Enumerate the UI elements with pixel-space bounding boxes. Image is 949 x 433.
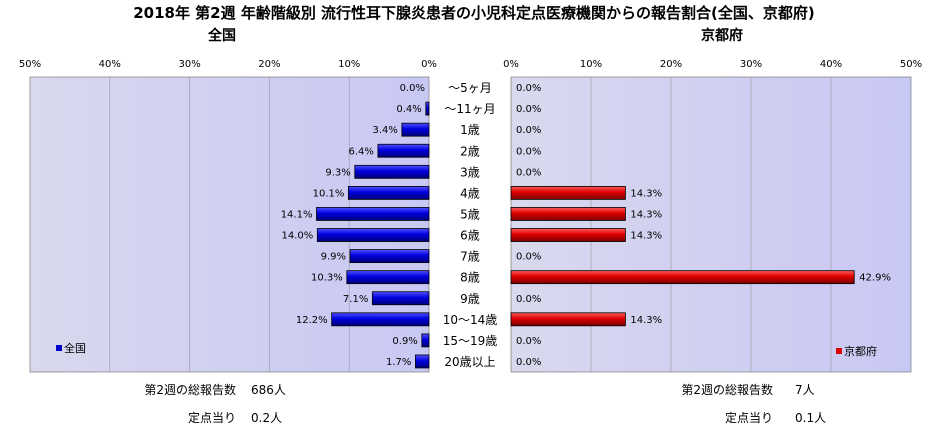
- bar-right: [510, 228, 626, 242]
- data-label-left: 0.9%: [392, 336, 417, 347]
- left-x-tick-label: 10%: [338, 59, 360, 70]
- legend-label-right: 京都府: [844, 344, 877, 358]
- data-label-right: 14.3%: [630, 231, 662, 242]
- category-label: 5歳: [460, 207, 480, 221]
- category-label: 6歳: [460, 229, 480, 243]
- data-label-left: 14.1%: [281, 209, 313, 220]
- bar-left: [346, 270, 430, 285]
- bar-right: [510, 185, 626, 200]
- left-x-tick-label: 20%: [258, 59, 280, 70]
- footer-value-left: 0.2人: [251, 411, 282, 425]
- left-panel-title: 全国: [207, 27, 236, 44]
- data-label-right: 0.0%: [516, 146, 541, 157]
- bar-left: [316, 228, 430, 242]
- right-x-tick-label: 40%: [820, 59, 842, 70]
- data-label-right: 0.0%: [516, 357, 541, 368]
- data-label-right: 0.0%: [516, 104, 541, 115]
- bar-left: [415, 354, 430, 369]
- left-x-tick-label: 40%: [99, 59, 121, 70]
- bar-right: [510, 270, 855, 285]
- category-label: 3歳: [460, 165, 480, 179]
- data-label-right: 0.0%: [516, 125, 541, 136]
- category-label: 1歳: [460, 123, 480, 137]
- bar-left: [401, 122, 430, 137]
- category-label: 10～14歳: [443, 313, 498, 327]
- legend-label-left: 全国: [64, 341, 86, 355]
- bar-left: [421, 333, 430, 348]
- data-label-right: 42.9%: [859, 273, 891, 284]
- bar-left: [316, 207, 430, 221]
- data-label-left: 7.1%: [343, 294, 368, 305]
- category-label: ～11ヶ月: [444, 102, 495, 116]
- data-label-left: 9.3%: [325, 167, 350, 178]
- data-label-left: 3.4%: [372, 125, 397, 136]
- bar-right: [510, 207, 626, 221]
- category-label: 4歳: [460, 186, 480, 200]
- category-label: 15～19歳: [443, 334, 498, 348]
- footer-label-right: 定点当り: [725, 410, 773, 425]
- footer-label-left: 定点当り: [188, 410, 236, 425]
- data-label-left: 12.2%: [296, 315, 328, 326]
- footer-label-left: 第2週の総報告数: [144, 382, 236, 397]
- category-label: ～5ヶ月: [448, 81, 492, 95]
- data-label-right: 0.0%: [516, 294, 541, 305]
- right-x-tick-label: 30%: [740, 59, 762, 70]
- data-label-left: 10.3%: [311, 273, 343, 284]
- data-label-left: 1.7%: [386, 357, 411, 368]
- left-x-tick-label: 30%: [178, 59, 200, 70]
- right-plot-area: [510, 76, 912, 373]
- bar-left: [349, 249, 430, 264]
- data-label-left: 9.9%: [321, 252, 346, 263]
- data-label-left: 0.0%: [400, 83, 425, 94]
- category-label: 2歳: [460, 144, 480, 158]
- data-label-right: 14.3%: [630, 315, 662, 326]
- right-x-tick-label: 20%: [660, 59, 682, 70]
- chart-title: 2018年 第2週 年齢階級別 流行性耳下腺炎患者の小児科定点医療機関からの報告…: [133, 4, 815, 22]
- left-plot-area: [29, 76, 430, 373]
- legend-swatch-right: [836, 348, 842, 354]
- left-x-tick-label: 0%: [421, 59, 437, 70]
- right-panel-title: 京都府: [701, 27, 743, 44]
- data-label-right: 0.0%: [516, 167, 541, 178]
- bar-left: [354, 164, 430, 179]
- data-label-right: 14.3%: [630, 188, 662, 199]
- data-label-right: 0.0%: [516, 83, 541, 94]
- data-label-left: 14.0%: [281, 231, 313, 242]
- category-label: 9歳: [460, 292, 480, 306]
- bar-right: [510, 312, 626, 327]
- right-x-tick-label: 10%: [580, 59, 602, 70]
- footer-value-right: 0.1人: [795, 411, 826, 425]
- data-label-left: 10.1%: [313, 188, 345, 199]
- category-label: 8歳: [460, 271, 480, 285]
- bar-left: [377, 143, 430, 158]
- bar-left: [331, 312, 430, 327]
- category-label: 7歳: [460, 250, 480, 264]
- data-label-right: 0.0%: [516, 336, 541, 347]
- legend-swatch-left: [56, 345, 62, 351]
- footer-value-right: 7人: [795, 383, 815, 397]
- bar-left: [371, 291, 430, 306]
- data-label-right: 0.0%: [516, 252, 541, 263]
- data-label-left: 0.4%: [396, 104, 421, 115]
- footer-value-left: 686人: [251, 383, 286, 397]
- left-x-tick-label: 50%: [19, 59, 41, 70]
- bar-left: [348, 185, 430, 200]
- right-x-tick-label: 0%: [503, 59, 519, 70]
- data-label-right: 14.3%: [630, 209, 662, 220]
- category-label: 20歳以上: [444, 355, 495, 369]
- bar-left: [425, 101, 430, 116]
- data-label-left: 6.4%: [349, 146, 374, 157]
- right-x-tick-label: 50%: [900, 59, 922, 70]
- footer-label-right: 第2週の総報告数: [681, 382, 773, 397]
